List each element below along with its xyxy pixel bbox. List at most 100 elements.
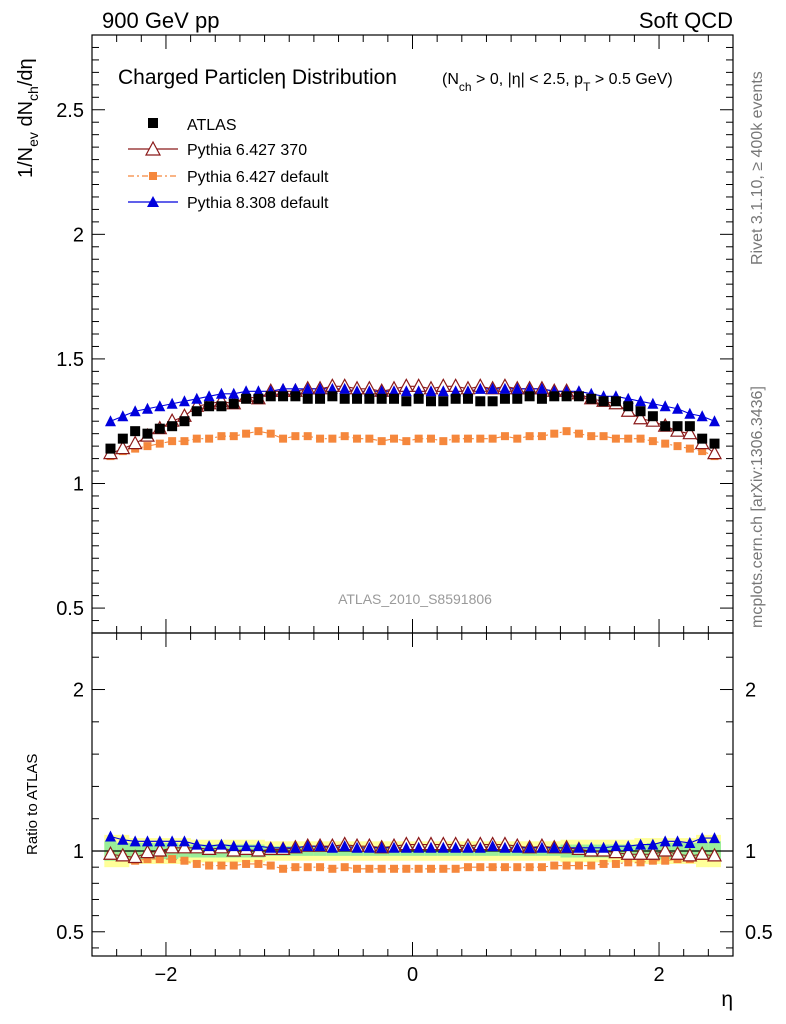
ratio-ytick-label-right: 0.5 [745, 922, 773, 944]
ratio-point-pythia6-370 [102, 845, 118, 860]
ratio-point-pythia6-default [143, 855, 152, 864]
data-point-pythia6-default [648, 437, 657, 446]
ratio-point-pythia8 [191, 838, 203, 850]
data-point-atlas [253, 393, 264, 404]
data-point-pythia6-default [192, 434, 201, 443]
ratio-point-pythia8 [696, 832, 708, 844]
subtitle-part-1: (N [442, 71, 459, 88]
header-right: Soft QCD [639, 8, 733, 33]
ratio-point-pythia8 [672, 835, 684, 847]
main-ytick-label: 1.5 [56, 349, 84, 371]
data-point-pythia6-default [365, 434, 374, 443]
ratio-ytick-label-left: 2 [73, 680, 84, 702]
ratio-point-pythia8 [425, 841, 437, 853]
ratio-point-pythia8 [573, 841, 585, 853]
data-point-pythia6-default [303, 432, 312, 441]
data-point-atlas [389, 393, 400, 404]
data-point-pythia8 [647, 397, 659, 409]
data-point-atlas [610, 396, 621, 407]
data-point-pythia8 [696, 410, 708, 422]
ratio-point-pythia8 [647, 838, 659, 850]
data-point-pythia8 [166, 397, 178, 409]
ratio-point-pythia6-370 [115, 847, 131, 862]
ratio-point-pythia8 [499, 841, 511, 853]
ratio-point-pythia8 [277, 841, 289, 853]
ratio-ytick-label-right: 1 [745, 841, 756, 863]
data-point-atlas [191, 406, 202, 417]
ratio-point-pythia6-default [254, 859, 263, 868]
ratio-point-pythia6-default [242, 859, 251, 868]
ratio-point-pythia6-370 [657, 842, 673, 857]
ratio-point-pythia6-370 [152, 842, 168, 857]
data-point-atlas [709, 438, 720, 449]
data-point-pythia8 [437, 385, 449, 397]
legend-marker-pythia8 [147, 196, 159, 207]
data-point-pythia8 [252, 385, 264, 397]
data-point-pythia8 [684, 407, 696, 419]
ratio-data-series [102, 830, 723, 873]
legend-label-pythia6-default: Pythia 6.427 default [187, 169, 329, 186]
ratio-point-pythia8 [585, 841, 597, 853]
ratio-plot-frame [91, 632, 734, 957]
data-point-atlas [561, 391, 572, 402]
ratio-xtick-label: 2 [653, 964, 664, 986]
ratio-point-pythia8 [314, 840, 326, 852]
ratio-ytick-label-left: 0.5 [56, 922, 84, 944]
ratio-point-pythia6-default [266, 861, 275, 870]
data-point-atlas [425, 396, 436, 407]
data-point-atlas [216, 401, 227, 412]
ratio-point-pythia6-default [648, 856, 657, 865]
series-line-pythia6-default [110, 430, 715, 457]
data-point-pythia6-default [550, 429, 559, 438]
data-point-atlas [598, 396, 609, 407]
data-point-pythia8 [154, 400, 166, 412]
ratio-point-pythia8 [598, 841, 610, 853]
data-point-atlas [154, 423, 165, 434]
data-point-pythia6-default [451, 434, 460, 443]
ratio-point-pythia8 [437, 841, 449, 853]
data-point-pythia6-default [661, 439, 670, 448]
data-point-atlas [339, 393, 350, 404]
ratio-point-pythia8 [166, 835, 178, 847]
data-point-pythia6-default [439, 437, 448, 446]
data-point-pythia6-default [155, 439, 164, 448]
ratio-point-pythia6-default [365, 864, 374, 873]
data-point-atlas [672, 421, 683, 432]
data-point-atlas [290, 391, 301, 402]
ratio-point-pythia6-default [451, 864, 460, 873]
data-point-pythia8 [240, 385, 252, 397]
legend: ATLAS Pythia 6.427 370 Pythia 6.427 defa… [128, 117, 329, 212]
ratio-point-pythia6-default [550, 861, 559, 870]
data-point-atlas [376, 393, 387, 404]
data-point-atlas [315, 393, 326, 404]
ratio-point-pythia6-default [340, 863, 349, 872]
data-point-pythia8 [388, 385, 400, 397]
data-point-pythia8 [178, 395, 190, 407]
ratio-point-pythia6-default [488, 863, 497, 872]
ratio-point-pythia8 [561, 841, 573, 853]
main-title: Charged Particleη Distribution [118, 66, 397, 89]
ratio-point-pythia6-default [661, 856, 670, 865]
data-point-atlas [265, 391, 276, 402]
ratio-point-pythia6-default [574, 861, 583, 870]
ratio-ytick-label-left: 1 [73, 841, 84, 863]
data-point-pythia6-default [254, 427, 263, 436]
legend-entry-pythia6-default: Pythia 6.427 default [128, 169, 329, 186]
data-point-pythia6-default [328, 434, 337, 443]
data-point-pythia6-default [513, 434, 522, 443]
ratio-point-pythia8 [462, 841, 474, 853]
data-point-pythia6-default [217, 432, 226, 441]
data-point-pythia6-default [562, 427, 571, 436]
ratio-ytick-label-right: 2 [745, 680, 756, 702]
data-point-pythia8 [511, 382, 523, 394]
data-point-pythia6-default [599, 432, 608, 441]
ratio-plot-panel: 0.5 0.5 1 1 2 2 −2 0 2 [56, 632, 773, 986]
ylabel-part-3: dN [15, 101, 37, 132]
ratio-ylabel: Ratio to ATLAS [24, 754, 41, 855]
ratio-point-pythia8 [240, 840, 252, 852]
data-point-atlas [549, 391, 560, 402]
ratio-point-pythia8 [339, 840, 351, 852]
data-point-pythia8 [104, 415, 116, 427]
ratio-point-pythia6-default [316, 863, 325, 872]
